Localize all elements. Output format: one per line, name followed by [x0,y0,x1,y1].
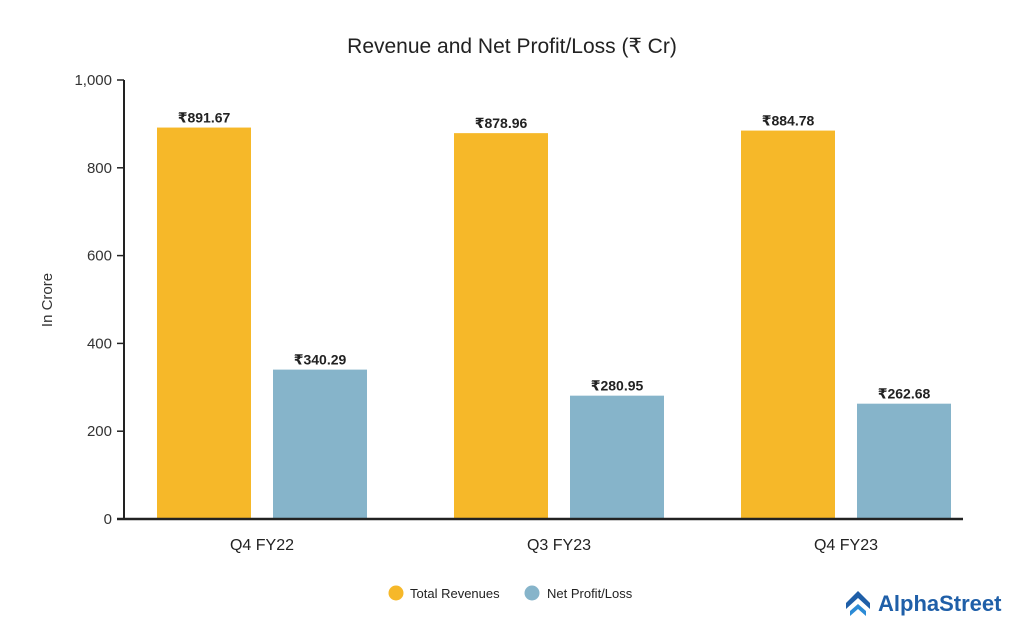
revenue-bar [157,127,251,519]
x-tick-label: Q4 FY22 [230,537,294,554]
net-profit-bar [570,395,664,519]
brand-logo: AlphaStreet [846,591,1002,616]
y-axis-label: In Crore [39,273,56,327]
brand-name: AlphaStreet [878,591,1002,616]
legend: Total Revenues Net Profit/Loss [388,585,633,601]
y-tick-label: 800 [87,160,112,177]
legend-marker [524,585,540,601]
revenue-bar [741,130,835,519]
y-tick-label: 600 [87,248,112,265]
data-labels-group: ₹891.67 ₹878.96 ₹884.78 ₹340.29 ₹280.95 ₹262.… [178,110,931,402]
data-label: ₹340.29 [294,352,347,368]
x-axis-ticks: Q4 FY22 Q3 FY23 Q4 FY23 [230,537,878,554]
alphastreet-logo-icon [846,591,870,616]
y-tick-label: 200 [87,423,112,440]
data-label: ₹280.95 [591,378,644,394]
y-tick-label: 0 [104,511,112,528]
legend-label: Total Revenues [410,586,500,601]
data-label: ₹884.78 [762,113,815,129]
y-tick-label: 1,000 [74,72,112,89]
data-label: ₹891.67 [178,110,231,126]
legend-label: Net Profit/Loss [547,586,633,601]
chart-title: Revenue and Net Profit/Loss (₹ Cr) [347,35,677,58]
y-axis-ticks: 0 200 400 600 800 1,000 [74,72,124,528]
net-profit-bar [857,403,951,519]
data-label: ₹878.96 [475,115,528,131]
revenue-bar [454,133,548,519]
x-tick-label: Q3 FY23 [527,537,591,554]
data-label: ₹262.68 [878,386,931,402]
net-profit-bar [273,369,367,519]
bars-group [157,127,951,519]
y-tick-label: 400 [87,335,112,352]
x-tick-label: Q4 FY23 [814,537,878,554]
legend-marker [388,585,404,601]
axes-group [117,80,963,521]
